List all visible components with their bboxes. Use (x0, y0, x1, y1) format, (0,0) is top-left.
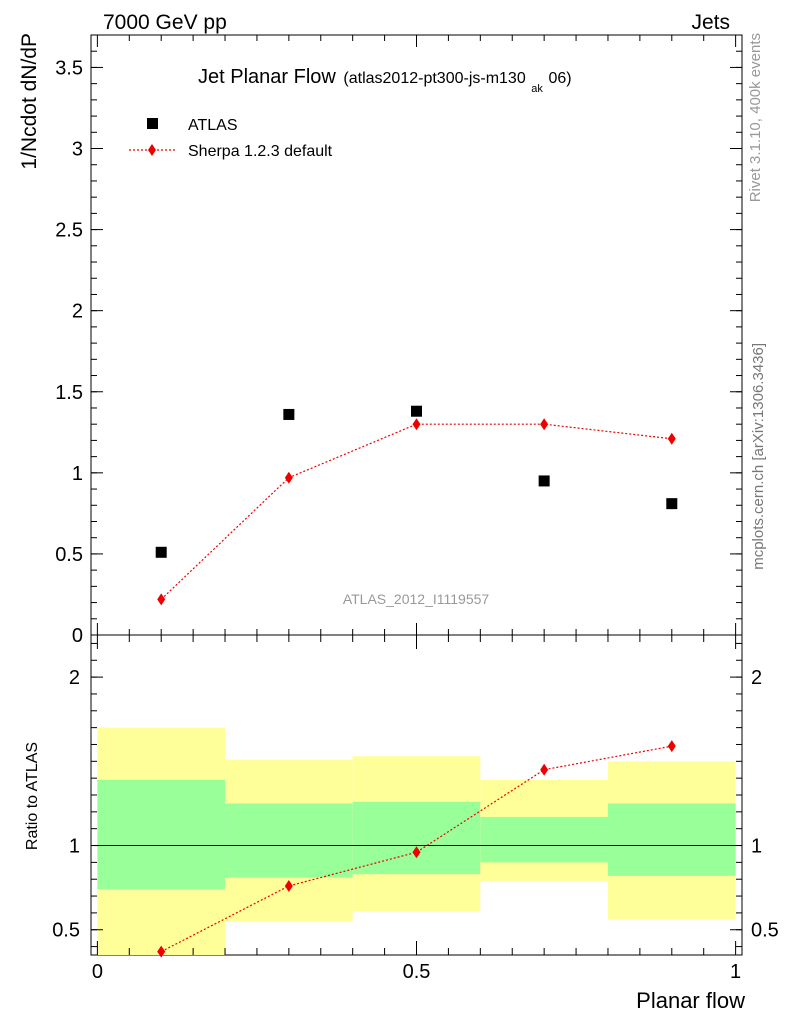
atlas-data-point (155, 546, 167, 558)
ratio-y-tick-label-right: 1 (751, 836, 762, 858)
main-y-axis: 0 0.5 1 1.5 2 2.5 3 3.5 (55, 34, 742, 647)
main-y-tick-label: 1 (72, 463, 83, 485)
main-title-text: Jet Planar Flow (198, 66, 336, 88)
sherpa-ratio-point (157, 945, 166, 958)
main-title-sub: (atlas2012-pt300-js-m130 (343, 70, 525, 87)
ratio-y-tick-label: 0.5 (52, 920, 80, 942)
ratio-y-tick-label: 1 (69, 836, 80, 858)
ratio-green-band (352, 801, 481, 875)
main-y-axis-label: 1/Ncdot dN/dP (18, 33, 41, 170)
legend-sherpa-marker (148, 144, 156, 156)
mcplots-label: mcplots.cern.ch [arXiv:1306.3436] (750, 343, 767, 570)
sherpa-ratio-point (412, 846, 421, 859)
sherpa-main-line (160, 423, 672, 600)
main-series-layer (155, 405, 678, 606)
header-right: Jets (691, 11, 730, 34)
main-title-subscript: ak (531, 83, 543, 95)
main-y-tick-label: 2 (72, 301, 83, 323)
ratio-y-tick-label: 2 (69, 667, 80, 689)
main-panel: 0 0.5 1 1.5 2 2.5 3 3.5 1/Ncdot dN/dP Jet Plana… (18, 33, 743, 647)
atlas-data-point (283, 408, 295, 420)
x-tick-label: 0 (92, 961, 103, 983)
x-tick-label: 0.5 (403, 961, 431, 983)
sherpa-main-point (284, 471, 293, 484)
ratio-series-layer (157, 740, 676, 958)
ratio-green-band (607, 803, 736, 876)
main-y-tick-label: 1.5 (55, 382, 83, 404)
ratio-green-band (97, 779, 226, 890)
atlas-data-point (411, 405, 422, 417)
ratio-panel: 0.5 0.5 1 1 2 2 0 0.5 1 Ratio to ATLAS Planar fl… (24, 634, 779, 1013)
header-left: 7000 GeV pp (103, 11, 227, 34)
legend-sherpa-label: Sherpa 1.2.3 default (188, 143, 333, 160)
x-axis-label: Planar flow (636, 988, 745, 1013)
main-y-tick-label: 3 (72, 139, 83, 161)
sherpa-main-point (540, 418, 549, 431)
ratio-y-tick-label-right: 2 (751, 667, 762, 689)
ratio-y-tick-label-right: 0.5 (751, 920, 779, 942)
analysis-watermark: ATLAS_2012_I1119557 (343, 591, 490, 607)
legend-atlas-label: ATLAS (188, 117, 238, 134)
ratio-axes: 0.5 0.5 1 1 2 2 0 0.5 1 (52, 635, 779, 983)
legend: ATLAS Sherpa 1.2.3 default (129, 117, 333, 160)
main-title-end: 06) (548, 70, 571, 87)
ratio-green-band (480, 816, 608, 863)
main-y-tick-label: 2.5 (55, 220, 83, 242)
main-y-tick-label: 0.5 (55, 544, 83, 566)
sherpa-ratio-point (284, 879, 293, 892)
rivet-label: Rivet 3.1.10, 400k events (747, 33, 764, 202)
atlas-data-point (666, 498, 678, 510)
atlas-data-point (538, 475, 550, 487)
sherpa-ratio-point (667, 740, 676, 753)
sherpa-main-point (667, 432, 676, 445)
legend-atlas-marker (147, 118, 158, 129)
main-y-tick-label: 3.5 (55, 57, 83, 79)
sherpa-main-point (157, 593, 166, 606)
x-tick-label: 1 (730, 961, 741, 983)
ratio-bands-layer (91, 727, 742, 955)
sherpa-ratio-point (540, 763, 549, 776)
main-y-tick-label: 0 (72, 625, 83, 647)
main-title: Jet Planar Flow (atlas2012-pt300-js-m130… (198, 66, 572, 97)
ratio-green-band (225, 803, 353, 878)
ratio-y-axis-label: Ratio to ATLAS (24, 742, 41, 850)
sherpa-main-point (412, 418, 421, 431)
